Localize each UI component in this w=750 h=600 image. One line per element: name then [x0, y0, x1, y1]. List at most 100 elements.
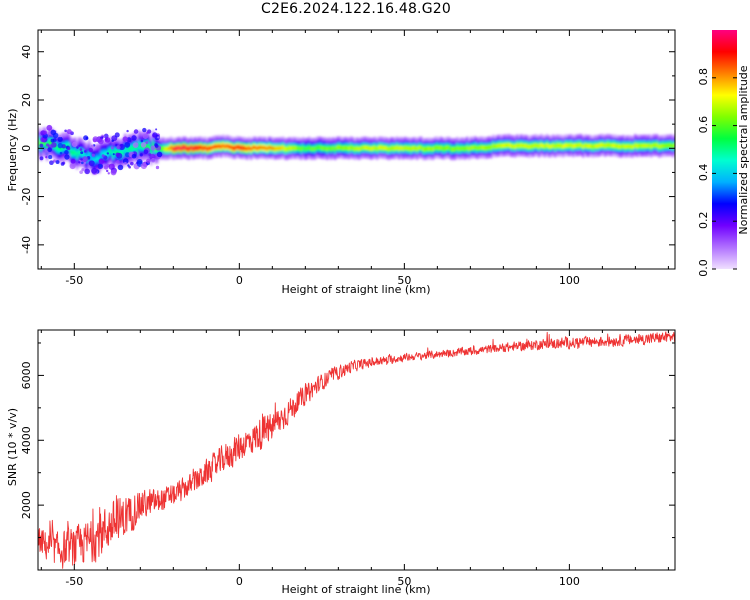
spectrogram-cell	[502, 144, 505, 148]
spectrogram-cell	[484, 146, 487, 150]
spectrogram-cell	[490, 146, 493, 150]
spectrogram-speckle	[156, 151, 163, 158]
spectrogram-speckle	[142, 127, 147, 133]
spectrogram-cell	[126, 149, 129, 155]
spectrogram-cell	[642, 144, 645, 148]
spectrogram-cell	[312, 147, 315, 151]
spectrogram-cell	[610, 144, 613, 148]
spectrogram-cell	[342, 146, 345, 150]
spectrogram-speckles	[39, 124, 163, 176]
spectrogram-cell	[76, 153, 79, 158]
spectrogram-cell	[512, 144, 515, 148]
spectrogram-cell	[450, 147, 453, 151]
spectrogram-cell	[162, 146, 165, 150]
spectrogram-cell	[478, 146, 481, 150]
spectrogram-cell	[570, 143, 573, 147]
spectrogram-speckle	[91, 153, 95, 157]
spectrogram-cell	[366, 146, 369, 150]
spectrogram-cell	[448, 146, 451, 150]
spectrogram-speckle	[70, 158, 76, 164]
spectrogram-cell	[624, 145, 627, 149]
spectrogram-y-tick-label: -40	[20, 236, 33, 254]
spectrogram-heatmap	[38, 124, 675, 176]
spectrogram-cell	[392, 146, 395, 150]
spectrogram-speckle	[47, 147, 52, 152]
spectrogram-cell	[654, 143, 657, 147]
spectrogram-speckle	[59, 135, 62, 138]
spectrogram-speckle	[60, 162, 65, 166]
spectrogram-cell	[298, 146, 301, 150]
spectrogram-speckle	[88, 147, 93, 153]
spectrogram-cell	[416, 147, 419, 151]
spectrogram-speckle	[131, 153, 137, 159]
spectrogram-cell	[228, 145, 231, 149]
spectrogram-speckle	[82, 156, 89, 163]
spectrogram-cell	[254, 145, 257, 149]
spectrogram-x-tick-label: 100	[559, 274, 580, 287]
spectrogram-cell	[544, 144, 547, 148]
spectrogram-cell	[504, 143, 507, 147]
spectrogram-cell	[574, 144, 577, 148]
spectrogram-cell	[606, 143, 609, 147]
spectrogram-cell	[538, 144, 541, 149]
spectrogram-cell	[424, 147, 427, 151]
spectrogram-speckle	[140, 139, 144, 143]
spectrogram-speckle	[92, 136, 99, 143]
spectrogram-cell	[136, 148, 139, 153]
spectrogram-cell	[150, 149, 153, 154]
spectrogram-cell	[132, 145, 135, 150]
spectrogram-cell	[256, 147, 259, 151]
spectrogram-speckle	[88, 160, 95, 167]
spectrogram-speckle	[90, 144, 94, 148]
spectrogram-cell	[664, 144, 667, 148]
spectrogram-y-axis-label: Frequency (Hz)	[6, 109, 19, 192]
spectrogram-cell	[170, 145, 173, 150]
spectrogram-cell	[262, 146, 265, 150]
spectrogram-cell	[160, 147, 163, 151]
figure-title: C2E6.2024.122.16.48.G20	[261, 1, 451, 17]
spectrogram-speckle	[107, 172, 110, 175]
spectrogram-speckle	[106, 169, 109, 173]
spectrogram-cell	[352, 146, 355, 150]
spectrogram-cell	[90, 156, 93, 161]
spectrogram-cell	[324, 146, 327, 150]
spectrogram-cell	[230, 145, 233, 149]
spectrogram-cell	[240, 146, 243, 150]
spectrogram-cell	[454, 147, 457, 151]
spectrogram-speckle	[150, 157, 156, 163]
spectrogram-cell	[258, 146, 261, 150]
spectrogram-cell	[428, 147, 431, 151]
spectrogram-cell	[146, 142, 149, 147]
spectrogram-cell	[252, 145, 255, 149]
spectrogram-speckle	[157, 136, 160, 139]
spectrogram-cell	[180, 147, 183, 151]
spectrogram-cell	[326, 147, 329, 151]
snr-x-axis-label: Height of straight line (km)	[281, 583, 430, 596]
spectrogram-cell	[536, 144, 539, 148]
spectrogram-speckle	[39, 143, 44, 148]
spectrogram-x-tick-label: 50	[397, 274, 411, 287]
spectrogram-cell	[168, 147, 171, 151]
spectrogram-y-tick-label: 20	[20, 93, 33, 107]
spectrogram-cell	[658, 145, 661, 149]
spectrogram-cell	[320, 146, 323, 150]
spectrogram-speckle	[133, 129, 139, 134]
snr-y-tick-label: 2000	[20, 491, 33, 519]
spectrogram-cell	[210, 146, 213, 150]
spectrogram-cell	[562, 144, 565, 149]
spectrogram-cell	[616, 144, 619, 148]
spectrogram-cell	[216, 145, 219, 149]
spectrogram-cell	[440, 146, 443, 150]
spectrogram-speckle	[116, 145, 121, 150]
spectrogram-speckle	[80, 158, 83, 161]
spectrogram-cell	[152, 143, 155, 148]
snr-x-tick-label: 50	[397, 575, 411, 588]
spectrogram-cell	[384, 146, 387, 150]
spectrogram-cell	[214, 144, 217, 149]
spectrogram-cell	[644, 144, 647, 148]
spectrogram-cell	[278, 146, 281, 150]
spectrogram-cell	[102, 152, 105, 157]
spectrogram-cell	[108, 149, 111, 154]
spectrogram-cell	[410, 147, 413, 151]
spectrogram-cell	[528, 145, 531, 149]
